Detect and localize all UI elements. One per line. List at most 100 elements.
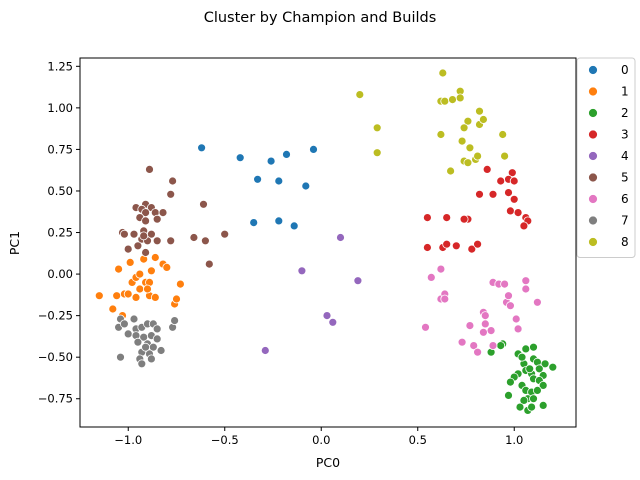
data-point-cluster-8 (440, 96, 450, 106)
data-point-cluster-8 (372, 123, 382, 133)
data-point-cluster-2 (529, 394, 538, 404)
data-point-cluster-2 (538, 400, 548, 410)
legend-marker-7 (588, 215, 598, 226)
data-point-cluster-3 (473, 239, 483, 249)
data-point-cluster-1 (150, 292, 160, 302)
data-point-cluster-8 (459, 123, 469, 133)
data-point-cluster-8 (438, 68, 448, 78)
data-point-cluster-8 (446, 166, 456, 176)
data-point-cluster-1 (135, 284, 145, 294)
data-point-cluster-5 (152, 236, 162, 246)
data-point-cluster-6 (465, 321, 475, 331)
legend-marker-6 (588, 194, 598, 204)
legend-label-5: 5 (621, 171, 629, 185)
data-point-cluster-6 (511, 314, 521, 324)
data-point-cluster-0 (197, 143, 207, 153)
data-point-cluster-8 (500, 151, 510, 161)
data-point-cluster-6 (504, 291, 513, 301)
data-point-cluster-2 (529, 342, 538, 352)
axes: −1.0 −0.5 0.0 0.5 1.0 −0.75 −0.50 −0.25 0.00 0.25… (38, 59, 524, 447)
y-tick-label: −0.25 (38, 309, 73, 323)
data-point-cluster-8 (475, 106, 484, 116)
data-point-cluster-7 (137, 359, 147, 369)
data-point-cluster-7 (120, 319, 129, 329)
data-point-cluster-4 (322, 311, 332, 321)
data-point-cluster-7 (116, 352, 125, 362)
data-point-cluster-3 (475, 189, 484, 199)
data-point-cluster-6 (426, 272, 436, 282)
data-point-cluster-3 (467, 244, 477, 254)
data-point-cluster-7 (133, 337, 143, 347)
data-point-cluster-1 (108, 304, 118, 314)
y-tick-label: 0.00 (47, 267, 73, 281)
data-point-cluster-4 (260, 346, 270, 355)
legend-label-8: 8 (621, 235, 629, 249)
legend-box (576, 57, 636, 258)
data-point-cluster-8 (455, 93, 465, 103)
data-point-cluster-5 (166, 189, 176, 199)
data-point-cluster-3 (507, 168, 517, 178)
data-point-cluster-6 (436, 264, 446, 274)
data-point-cluster-6 (505, 301, 515, 311)
data-point-cluster-6 (469, 341, 479, 351)
legend-label-6: 6 (621, 192, 629, 206)
data-point-cluster-1 (162, 262, 172, 272)
data-point-cluster-2 (527, 402, 536, 412)
data-point-cluster-1 (172, 294, 181, 304)
data-point-cluster-5 (133, 241, 143, 251)
data-point-cluster-7 (146, 354, 156, 364)
data-point-cluster-5 (139, 231, 149, 241)
legend-marker-5 (588, 172, 598, 183)
data-point-cluster-0 (253, 174, 263, 184)
data-point-cluster-2 (538, 380, 548, 390)
x-axis-label: PC0 (316, 455, 340, 470)
data-point-cluster-3 (513, 208, 523, 218)
data-point-cluster-6 (480, 311, 490, 321)
data-point-cluster-2 (496, 341, 506, 351)
data-point-cluster-5 (168, 176, 178, 186)
data-point-cluster-5 (220, 229, 230, 239)
data-point-cluster-6 (500, 279, 510, 289)
data-point-cluster-3 (496, 176, 506, 186)
data-point-cluster-2 (533, 385, 542, 395)
data-point-cluster-1 (125, 257, 135, 267)
data-point-cluster-3 (451, 241, 461, 251)
data-point-cluster-6 (440, 294, 450, 304)
data-point-cluster-7 (123, 329, 133, 339)
x-tick-label: −0.5 (211, 433, 239, 447)
data-point-cluster-8 (457, 136, 467, 146)
legend-label-7: 7 (621, 214, 629, 228)
data-point-cluster-5 (145, 164, 154, 174)
data-point-cluster-1 (146, 266, 156, 276)
data-point-cluster-0 (249, 218, 259, 228)
plot-frame (79, 57, 577, 428)
data-point-cluster-8 (498, 130, 508, 139)
data-point-cluster-2 (517, 352, 527, 362)
data-point-cluster-6 (513, 324, 523, 334)
plot-area (94, 68, 558, 415)
data-point-cluster-1 (131, 292, 141, 302)
data-point-cluster-5 (158, 208, 168, 218)
data-point-cluster-5 (129, 229, 139, 239)
data-point-cluster-5 (120, 229, 129, 239)
data-point-cluster-3 (459, 214, 469, 224)
data-point-cluster-6 (521, 276, 531, 286)
data-point-cluster-2 (525, 364, 535, 374)
data-point-cluster-1 (112, 291, 122, 301)
data-point-cluster-0 (274, 216, 284, 226)
data-point-cluster-5 (189, 233, 199, 242)
data-point-cluster-6 (473, 347, 483, 357)
data-point-cluster-1 (123, 289, 133, 299)
data-point-cluster-3 (422, 243, 432, 252)
data-point-cluster-8 (355, 90, 365, 99)
legend-label-0: 0 (621, 63, 629, 77)
data-point-cluster-5 (200, 236, 210, 246)
legend: 0 1 2 3 4 5 6 7 8 (576, 57, 636, 258)
data-point-cluster-3 (442, 239, 452, 249)
data-point-cluster-3 (488, 189, 498, 199)
legend-label-1: 1 (621, 85, 629, 99)
data-point-cluster-5 (152, 214, 162, 224)
data-point-cluster-0 (274, 176, 284, 186)
x-tick-label: 0.5 (409, 433, 427, 447)
